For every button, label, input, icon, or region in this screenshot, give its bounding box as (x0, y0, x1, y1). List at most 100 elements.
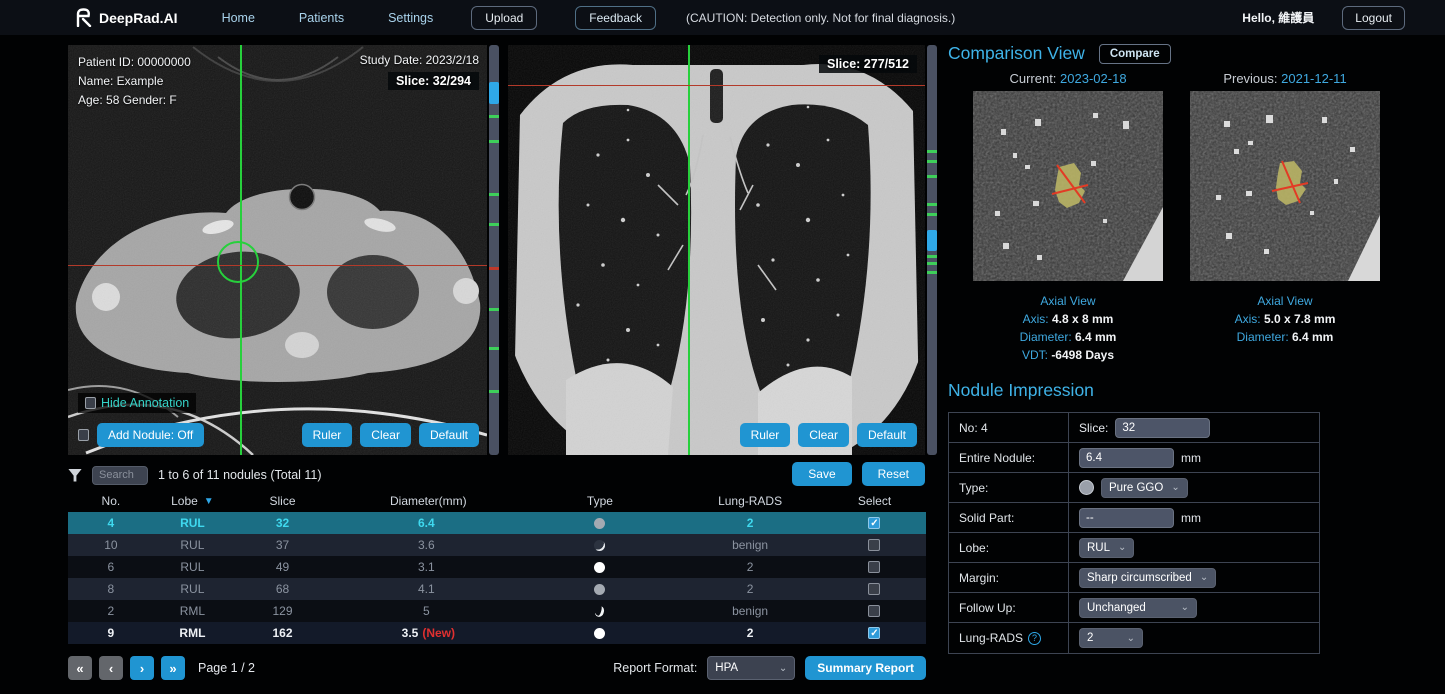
row-select-checkbox[interactable] (868, 539, 881, 551)
right-panel: Comparison View Compare Current: 2023-02… (948, 43, 1445, 654)
summary-report-button[interactable]: Summary Report (805, 656, 926, 680)
cell-no: 4 (107, 516, 115, 530)
col-header-type[interactable]: Type (586, 494, 613, 508)
coronal-slice-info: Slice: 277/512 (818, 55, 917, 73)
filter-icon[interactable] (68, 468, 82, 482)
patch-bright-specks (995, 113, 1129, 260)
nodule-table-row[interactable]: 10 RUL 37 3.6 benign (68, 534, 926, 556)
axial-default-button[interactable]: Default (418, 423, 479, 447)
entire-nodule-input[interactable] (1079, 447, 1174, 468)
patch-pleura-wedge (1348, 215, 1380, 281)
axial-clear-button[interactable]: Clear (360, 423, 411, 447)
current-nodule-patch[interactable] (973, 91, 1163, 281)
cell-no: 6 (107, 560, 115, 574)
lungrads-select[interactable]: 2 ⌄ (1079, 628, 1143, 648)
prev-page-button[interactable]: ‹ (99, 656, 123, 680)
current-axis-value: 4.8 x 8 mm (1051, 312, 1114, 326)
help-icon[interactable]: ? (1028, 631, 1042, 645)
margin-select[interactable]: Sharp circumscribed ⌄ (1079, 567, 1217, 588)
col-header-no[interactable]: No. (101, 494, 121, 508)
lobe-value: RUL (1087, 541, 1111, 554)
row-select-checkbox[interactable] (868, 561, 881, 573)
patient-name: Name: Example (78, 74, 164, 88)
impression-slice-input[interactable] (1115, 417, 1211, 438)
type-select[interactable]: Pure GGO ⌄ (1101, 477, 1188, 498)
coronal-clear-button[interactable]: Clear (798, 423, 849, 447)
margin-value: Sharp circumscribed (1087, 571, 1192, 584)
previous-diameter-value: 6.4 mm (1292, 330, 1334, 344)
cell-select: ✓ (823, 627, 926, 639)
coronal-default-button[interactable]: Default (856, 423, 917, 447)
coronal-ct-viewport[interactable]: Slice: 277/512 Ruler Clear Default (508, 45, 925, 455)
first-page-button[interactable]: « (68, 656, 92, 680)
cell-diameter: 3.6 (418, 538, 435, 552)
lobe-label: Lobe: (949, 533, 1069, 562)
current-nodule-info: Axial View Axis: 4.8 x 8 mm Diameter: 6.… (973, 292, 1163, 364)
row-select-checkbox[interactable]: ✓ (868, 517, 881, 529)
current-slice-marker (489, 267, 499, 270)
nav-link-patients[interactable]: Patients (298, 10, 345, 25)
nav-link-home[interactable]: Home (221, 10, 255, 25)
nodule-type-icon (594, 628, 606, 640)
axial-slice-slider[interactable] (489, 45, 499, 455)
table-toolbar: 1 to 6 of 11 nodules (Total 11) (68, 464, 322, 486)
axial-ruler-button[interactable]: Ruler (301, 423, 353, 447)
coronal-slider-thumb[interactable] (927, 230, 937, 251)
lobe-select[interactable]: RUL ⌄ (1079, 537, 1135, 558)
followup-select[interactable]: Unchanged ⌄ (1079, 597, 1197, 618)
row-select-checkbox[interactable] (868, 605, 881, 617)
col-header-lungrads[interactable]: Lung-RADS (718, 494, 783, 508)
hide-annotation-toggle[interactable]: Hide Annotation (78, 393, 197, 413)
nav-link-settings[interactable]: Settings (388, 10, 434, 25)
row-select-checkbox[interactable] (868, 583, 881, 595)
slice-marker (927, 150, 937, 153)
nodule-table-row[interactable]: 6 RUL 49 3.1 2 (68, 556, 926, 578)
chevron-down-icon: ⌄ (1126, 632, 1135, 644)
upload-button[interactable]: Upload (471, 5, 538, 30)
solid-part-input[interactable] (1079, 507, 1174, 528)
hide-annotation-checkbox[interactable] (85, 397, 96, 409)
reset-button[interactable]: Reset (861, 462, 925, 486)
cell-select: ✓ (823, 517, 926, 529)
add-nodule-button[interactable]: Add Nodule: Off (97, 423, 205, 447)
current-vdt-value: -6498 Days (1051, 348, 1115, 362)
coronal-slice-slider[interactable] (927, 45, 937, 455)
nodule-table-row[interactable]: 9 RML 162 3.5 (New) 2 ✓ (68, 622, 926, 644)
slice-marker (489, 308, 499, 311)
lungrads-value: 2 (1087, 632, 1094, 644)
measurement-lines (1271, 160, 1309, 204)
cell-select (823, 561, 926, 573)
report-format-select[interactable]: HPA ⌄ (707, 656, 796, 680)
col-header-diameter[interactable]: Diameter(mm) (390, 494, 467, 508)
col-header-select[interactable]: Select (857, 494, 892, 508)
sort-desc-icon[interactable]: ▼ (203, 495, 214, 507)
row-select-checkbox[interactable]: ✓ (868, 627, 881, 639)
logout-button[interactable]: Logout (1342, 5, 1405, 30)
brand[interactable]: DeepRad.AI (75, 8, 178, 27)
add-nodule-checkbox[interactable] (78, 429, 89, 441)
nodule-table-row[interactable]: 2 RML 129 5 benign (68, 600, 926, 622)
feedback-button[interactable]: Feedback (575, 5, 656, 30)
col-header-lobe[interactable]: Lobe ▼ (154, 494, 231, 508)
last-page-button[interactable]: » (161, 656, 185, 680)
compare-button[interactable]: Compare (1098, 43, 1171, 64)
coronal-ruler-button[interactable]: Ruler (739, 423, 791, 447)
impression-slice-label: Slice: (1079, 420, 1109, 435)
save-button[interactable]: Save (792, 462, 852, 486)
axial-ct-viewport[interactable]: Patient ID: 00000000 Name: Example Age: … (68, 45, 487, 455)
next-page-button[interactable]: › (130, 656, 154, 680)
nodule-table-row[interactable]: 4 RUL 32 6.4 2 ✓ (68, 512, 926, 534)
axial-slider-thumb[interactable] (489, 82, 499, 104)
previous-nodule-patch[interactable] (1190, 91, 1380, 281)
axial-study-info: Study Date: 2023/2/18 Slice: 32/294 (360, 53, 479, 90)
col-header-slice[interactable]: Slice (269, 494, 296, 508)
chevron-down-icon: ⌄ (778, 662, 788, 674)
nodule-type-icon (594, 562, 606, 574)
nodule-type-icon (594, 518, 606, 530)
coronal-ct-image (508, 45, 925, 455)
nodule-table-row[interactable]: 8 RUL 68 4.1 2 (68, 578, 926, 600)
search-input[interactable] (92, 465, 148, 485)
followup-value: Unchanged (1087, 601, 1146, 614)
comparison-current: Current: 2023-02-18 (973, 71, 1163, 364)
